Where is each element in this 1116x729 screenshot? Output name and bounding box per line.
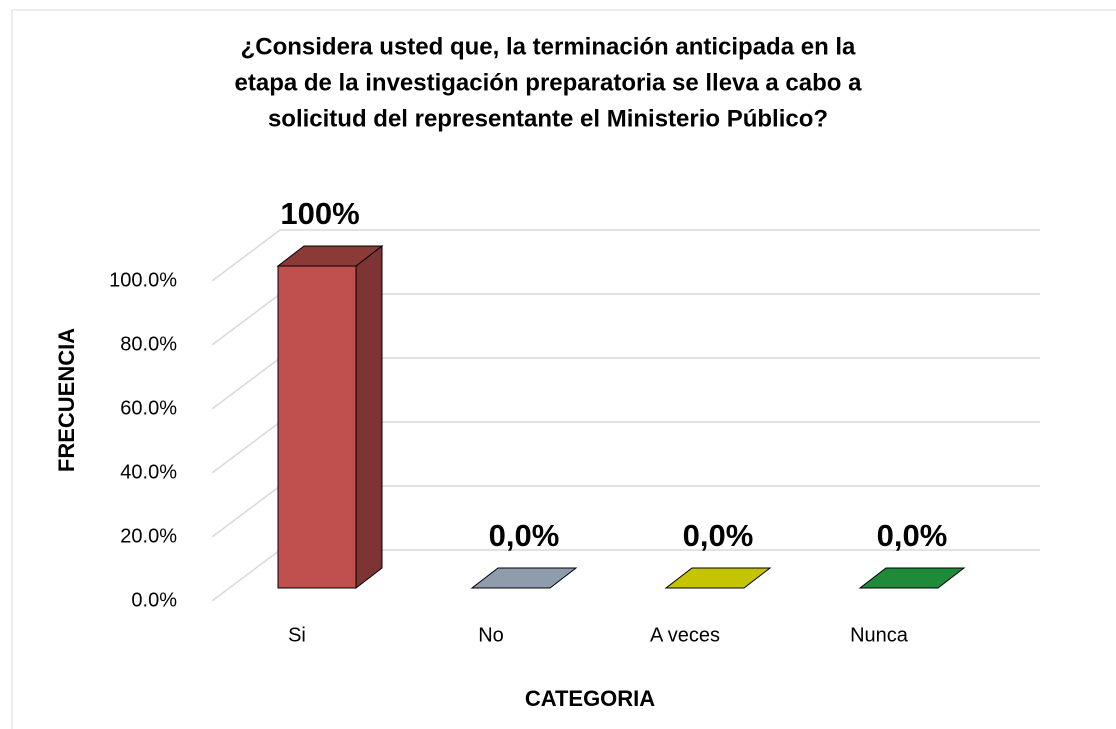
y-tick-label: 100.0% (109, 269, 177, 291)
grid-line (211, 229, 1040, 282)
y-tick-label: 60.0% (120, 397, 177, 419)
chart-border (11, 9, 1116, 729)
bar-top (858, 567, 966, 589)
data-label: 0,0% (683, 518, 754, 553)
bar-top (664, 567, 772, 589)
bar-side (355, 244, 383, 590)
y-axis-label: FRECUENCIA (54, 328, 79, 472)
x-tick-label: Si (288, 624, 306, 646)
data-label: 100% (280, 196, 359, 231)
bar-front (277, 265, 357, 589)
y-tick-label: 0.0% (131, 589, 177, 611)
chart-title: ¿Considera usted que, la terminación ant… (241, 33, 856, 60)
data-label: 0,0% (877, 518, 948, 553)
y-tick-label: 80.0% (120, 333, 177, 355)
x-tick-label: No (478, 624, 504, 646)
y-tick-label: 40.0% (120, 461, 177, 483)
chart-title: etapa de la investigación preparatoria s… (235, 69, 863, 96)
x-axis-label: CATEGORIA (525, 686, 655, 711)
x-tick-label: A veces (650, 624, 720, 646)
data-label: 0,0% (489, 518, 560, 553)
y-tick-label: 20.0% (120, 525, 177, 547)
bar-top (276, 245, 384, 267)
bar-top (470, 567, 578, 589)
chart-title: solicitud del representante el Ministeri… (268, 105, 828, 132)
x-tick-label: Nunca (850, 624, 909, 646)
